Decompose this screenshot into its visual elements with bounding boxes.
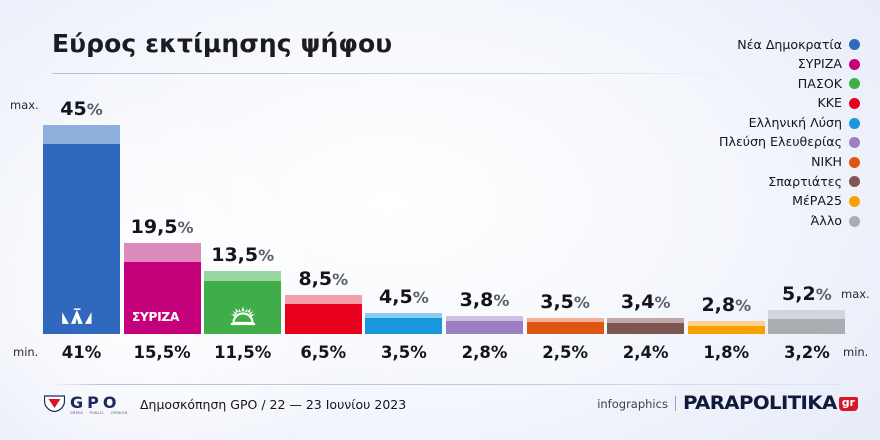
legend-color-dot — [849, 39, 860, 51]
legend-color-dot — [849, 98, 860, 110]
bar-min-label: 2,4% — [622, 343, 669, 362]
gpo-subtitle-word: PUBLIC — [90, 411, 104, 415]
bar-group: ΣΥΡΙΖΑ 19,5% 15,5% — [123, 216, 201, 362]
bar-min-value — [526, 322, 604, 334]
legend-item: Ελληνική Λύση — [749, 113, 860, 133]
footer-divider — [52, 384, 842, 385]
bar-group: 45% 41% — [43, 98, 120, 362]
gpo-subtitle: GREEK PUBLIC OPINION — [70, 411, 127, 415]
bar-group: 3,8% 2,8% — [446, 289, 523, 362]
bar-group: 2,8% 1,8% — [687, 294, 765, 362]
bar-max-label: 4,5% — [379, 286, 429, 309]
bar-max-label: 5,2% — [782, 282, 832, 305]
bar-group: 8,5% 6,5% — [284, 268, 362, 362]
bar-min-label: 41% — [61, 343, 102, 362]
gr-badge: gr — [838, 396, 858, 411]
bar-min-label: 2,5% — [542, 343, 588, 362]
legend: Νέα Δημοκρατία ΣΥΡΙΖΑ ΠΑΣΟΚ ΚΚΕ Ελληνική Λύσ… — [719, 35, 860, 231]
bar-group: 13,5% 11,5% — [204, 244, 282, 362]
bar-min-label: 11,5% — [214, 343, 272, 362]
legend-item-label: Άλλο — [810, 212, 842, 228]
legend-item-label: Σπαρτιάτες — [768, 173, 842, 189]
bar-max-label: 19,5% — [130, 216, 194, 239]
bar-min-label: 2,8% — [461, 343, 508, 362]
axis-note-max-left: max. — [10, 98, 39, 112]
parapolitika-wordmark: PARAPOLITIKA — [682, 392, 837, 414]
source-caption: Δημοσκόπηση GPO / 22 — 23 Ιουνίου 2023 — [140, 397, 407, 412]
bar-min-value — [284, 303, 362, 334]
bar-min-label: 1,8% — [703, 343, 750, 362]
legend-item-label: ΚΚΕ — [817, 95, 842, 111]
legend-item-label: ΜέΡΑ25 — [792, 193, 842, 209]
gpo-letter: P — [87, 393, 99, 412]
legend-color-dot — [849, 156, 860, 168]
legend-item: Νέα Δημοκρατία — [737, 35, 860, 55]
bar-group: 4,5% 3,5% — [365, 286, 443, 362]
legend-item: ΜέΡΑ25 — [792, 192, 860, 212]
brand-credit: infographics PARAPOLITIKA gr — [597, 394, 858, 413]
legend-color-dot — [849, 58, 860, 70]
bar-max-label: 2,8% — [701, 294, 752, 316]
legend-item-label: ΠΑΣΟΚ — [797, 75, 842, 91]
legend-item: ΣΥΡΙΖΑ — [798, 55, 860, 75]
axis-note-min-left: min. — [13, 345, 39, 359]
gpo-letter: O — [102, 393, 117, 412]
legend-item: Άλλο — [811, 211, 860, 231]
bar-min-label: 3,2% — [784, 343, 830, 362]
legend-item-label: ΣΥΡΙΖΑ — [797, 56, 842, 72]
legend-color-dot — [849, 117, 860, 129]
bar-group: 3,5% 2,5% — [526, 291, 604, 362]
gpo-letter: G — [70, 393, 84, 412]
legend-item-label: Πλεύση Ελευθερίας — [719, 134, 842, 150]
bar-min-value — [687, 325, 765, 334]
legend-color-dot — [849, 176, 860, 188]
bar-min-value — [768, 319, 846, 334]
bar-max-label: 3,5% — [540, 290, 590, 313]
gpo-shield-icon — [44, 395, 65, 412]
legend-item: Σπαρτιάτες — [768, 172, 860, 192]
legend-color-dot — [849, 215, 860, 227]
brand-divider — [674, 396, 676, 411]
legend-item: ΠΑΣΟΚ — [798, 74, 860, 94]
bar-min-label: 6,5% — [300, 343, 347, 362]
bar-max-label: 3,8% — [459, 289, 510, 312]
bar-max-label: 13,5% — [211, 244, 275, 267]
axis-note-min-right: min. — [843, 345, 869, 359]
legend-item-label: ΝΙΚΗ — [811, 154, 842, 170]
infographics-label: infographics — [597, 396, 668, 411]
bar-min-value — [123, 262, 201, 334]
legend-color-dot — [849, 78, 860, 90]
gpo-subtitle-word: OPINION — [110, 411, 128, 415]
page-title: Εύρος εκτίμησης ψήφου — [52, 29, 393, 58]
bar-group: 5,2% 3,2% — [768, 283, 846, 362]
bar-min-value — [365, 317, 443, 334]
title-divider — [52, 73, 727, 74]
legend-item-label: Ελληνική Λύση — [748, 114, 842, 130]
bar-max-label: 45% — [60, 98, 103, 120]
gpo-subtitle-word: GREEK — [70, 411, 83, 415]
bar-min-value — [43, 143, 120, 334]
bar-min-value — [204, 280, 282, 334]
legend-item-label: Νέα Δημοκρατία — [737, 36, 842, 52]
axis-note-max-right: max. — [841, 287, 870, 301]
bar-max-label: 3,4% — [620, 291, 671, 314]
legend-color-dot — [849, 196, 860, 208]
legend-color-dot — [849, 137, 860, 149]
bar-min-value — [607, 322, 685, 334]
bar-group: 3,4% 2,4% — [607, 291, 685, 362]
legend-item: ΚΚΕ — [818, 94, 860, 114]
legend-item: Πλεύση Ελευθερίας — [719, 133, 860, 153]
bar-min-label: 3,5% — [381, 343, 427, 362]
bar-min-label: 15,5% — [133, 343, 191, 362]
legend-item: ΝΙΚΗ — [811, 153, 860, 173]
bar-max-label: 8,5% — [298, 267, 349, 290]
bar-min-value — [446, 321, 523, 334]
